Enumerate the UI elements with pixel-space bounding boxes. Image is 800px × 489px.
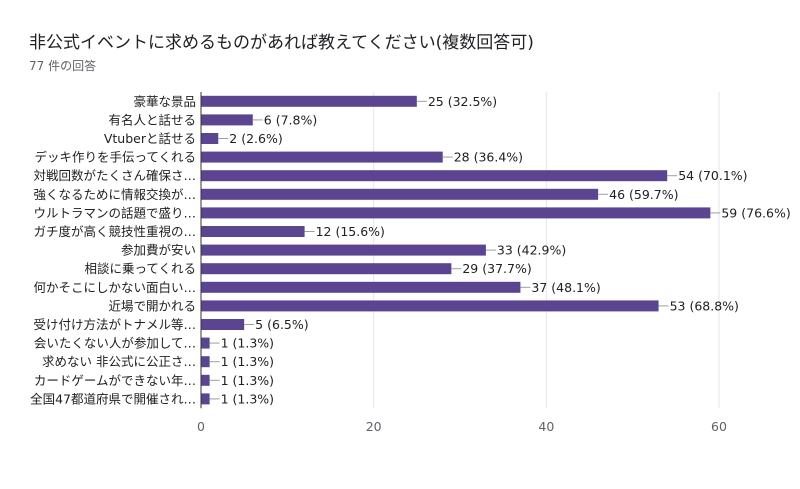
value-label: 1 (1.3%) [221,373,274,388]
chart-title: 非公式イベントに求めるものがあれば教えてください(複数回答可) [29,33,534,53]
value-label: 59 (76.6%) [721,205,790,220]
bar [201,356,210,368]
x-tick-label: 20 [366,419,382,434]
category-label: 有名人と話せる [108,112,196,127]
value-label: 37 (48.1%) [531,280,600,295]
bar [201,151,443,163]
category-label: ウルトラマンの話題で盛り… [33,205,196,220]
value-label: 1 (1.3%) [221,354,274,369]
bar [201,95,417,107]
value-label: 25 (32.5%) [428,94,497,109]
value-label: 53 (68.8%) [670,298,739,313]
x-tick-label: 40 [538,419,554,434]
value-label: 6 (7.8%) [264,112,317,127]
bar [201,207,711,219]
labels: 0 20 40 60 豪華な景品 25 (32.5%) 有名人と話せる 6 (7.8%) Vtu… [30,94,791,434]
category-label: Vtuberと話せる [104,131,196,146]
category-label: 近場で開かれる [108,298,196,313]
bar [201,114,253,126]
x-tick-label: 0 [197,419,205,434]
value-label: 12 (15.6%) [316,224,385,239]
bar [201,393,210,405]
bar [201,170,668,182]
bar [201,337,210,349]
value-label: 1 (1.3%) [221,391,274,406]
category-label: 対戦回数がたくさん確保さ… [33,168,196,183]
bar [201,281,521,293]
value-label: 33 (42.9%) [497,243,566,258]
value-label: 5 (6.5%) [255,317,308,332]
category-label: カードゲームができない年… [34,373,196,388]
value-label: 46 (59.7%) [609,187,678,202]
value-label: 54 (70.1%) [678,168,747,183]
category-label: 相談に乗ってくれる [84,261,196,276]
category-label: 会いたくない人が参加して… [34,336,196,351]
bar [201,319,245,330]
category-label: 何かそこにしかない面白い… [33,280,196,295]
bar [201,374,210,386]
bar [201,226,305,237]
value-label: 29 (37.7%) [462,261,531,276]
bars [201,95,711,405]
bar [201,300,659,312]
response-count: 77 件の回答 [29,59,97,73]
category-label: 参加費が安い [121,243,196,258]
bar [201,244,486,256]
bar [201,188,599,200]
x-tick-label: 60 [711,419,727,434]
value-label: 1 (1.3%) [221,336,274,351]
bar [201,263,452,275]
bar [201,133,219,144]
category-label: 全国47都道府県で開催され… [30,391,196,406]
value-label: 2 (2.6%) [229,131,282,146]
category-label: 求めない 非公式に公正さ… [42,354,196,369]
category-label: デッキ作りを手伝ってくれる [34,150,196,165]
category-label: 強くなるために情報交換が… [33,187,196,202]
category-label: 受け付け方法がトナメル等… [33,317,196,332]
category-label: ガチ度が高く競技性重視の… [33,224,196,239]
value-label: 28 (36.4%) [454,150,523,165]
category-label: 豪華な景品 [133,94,196,109]
